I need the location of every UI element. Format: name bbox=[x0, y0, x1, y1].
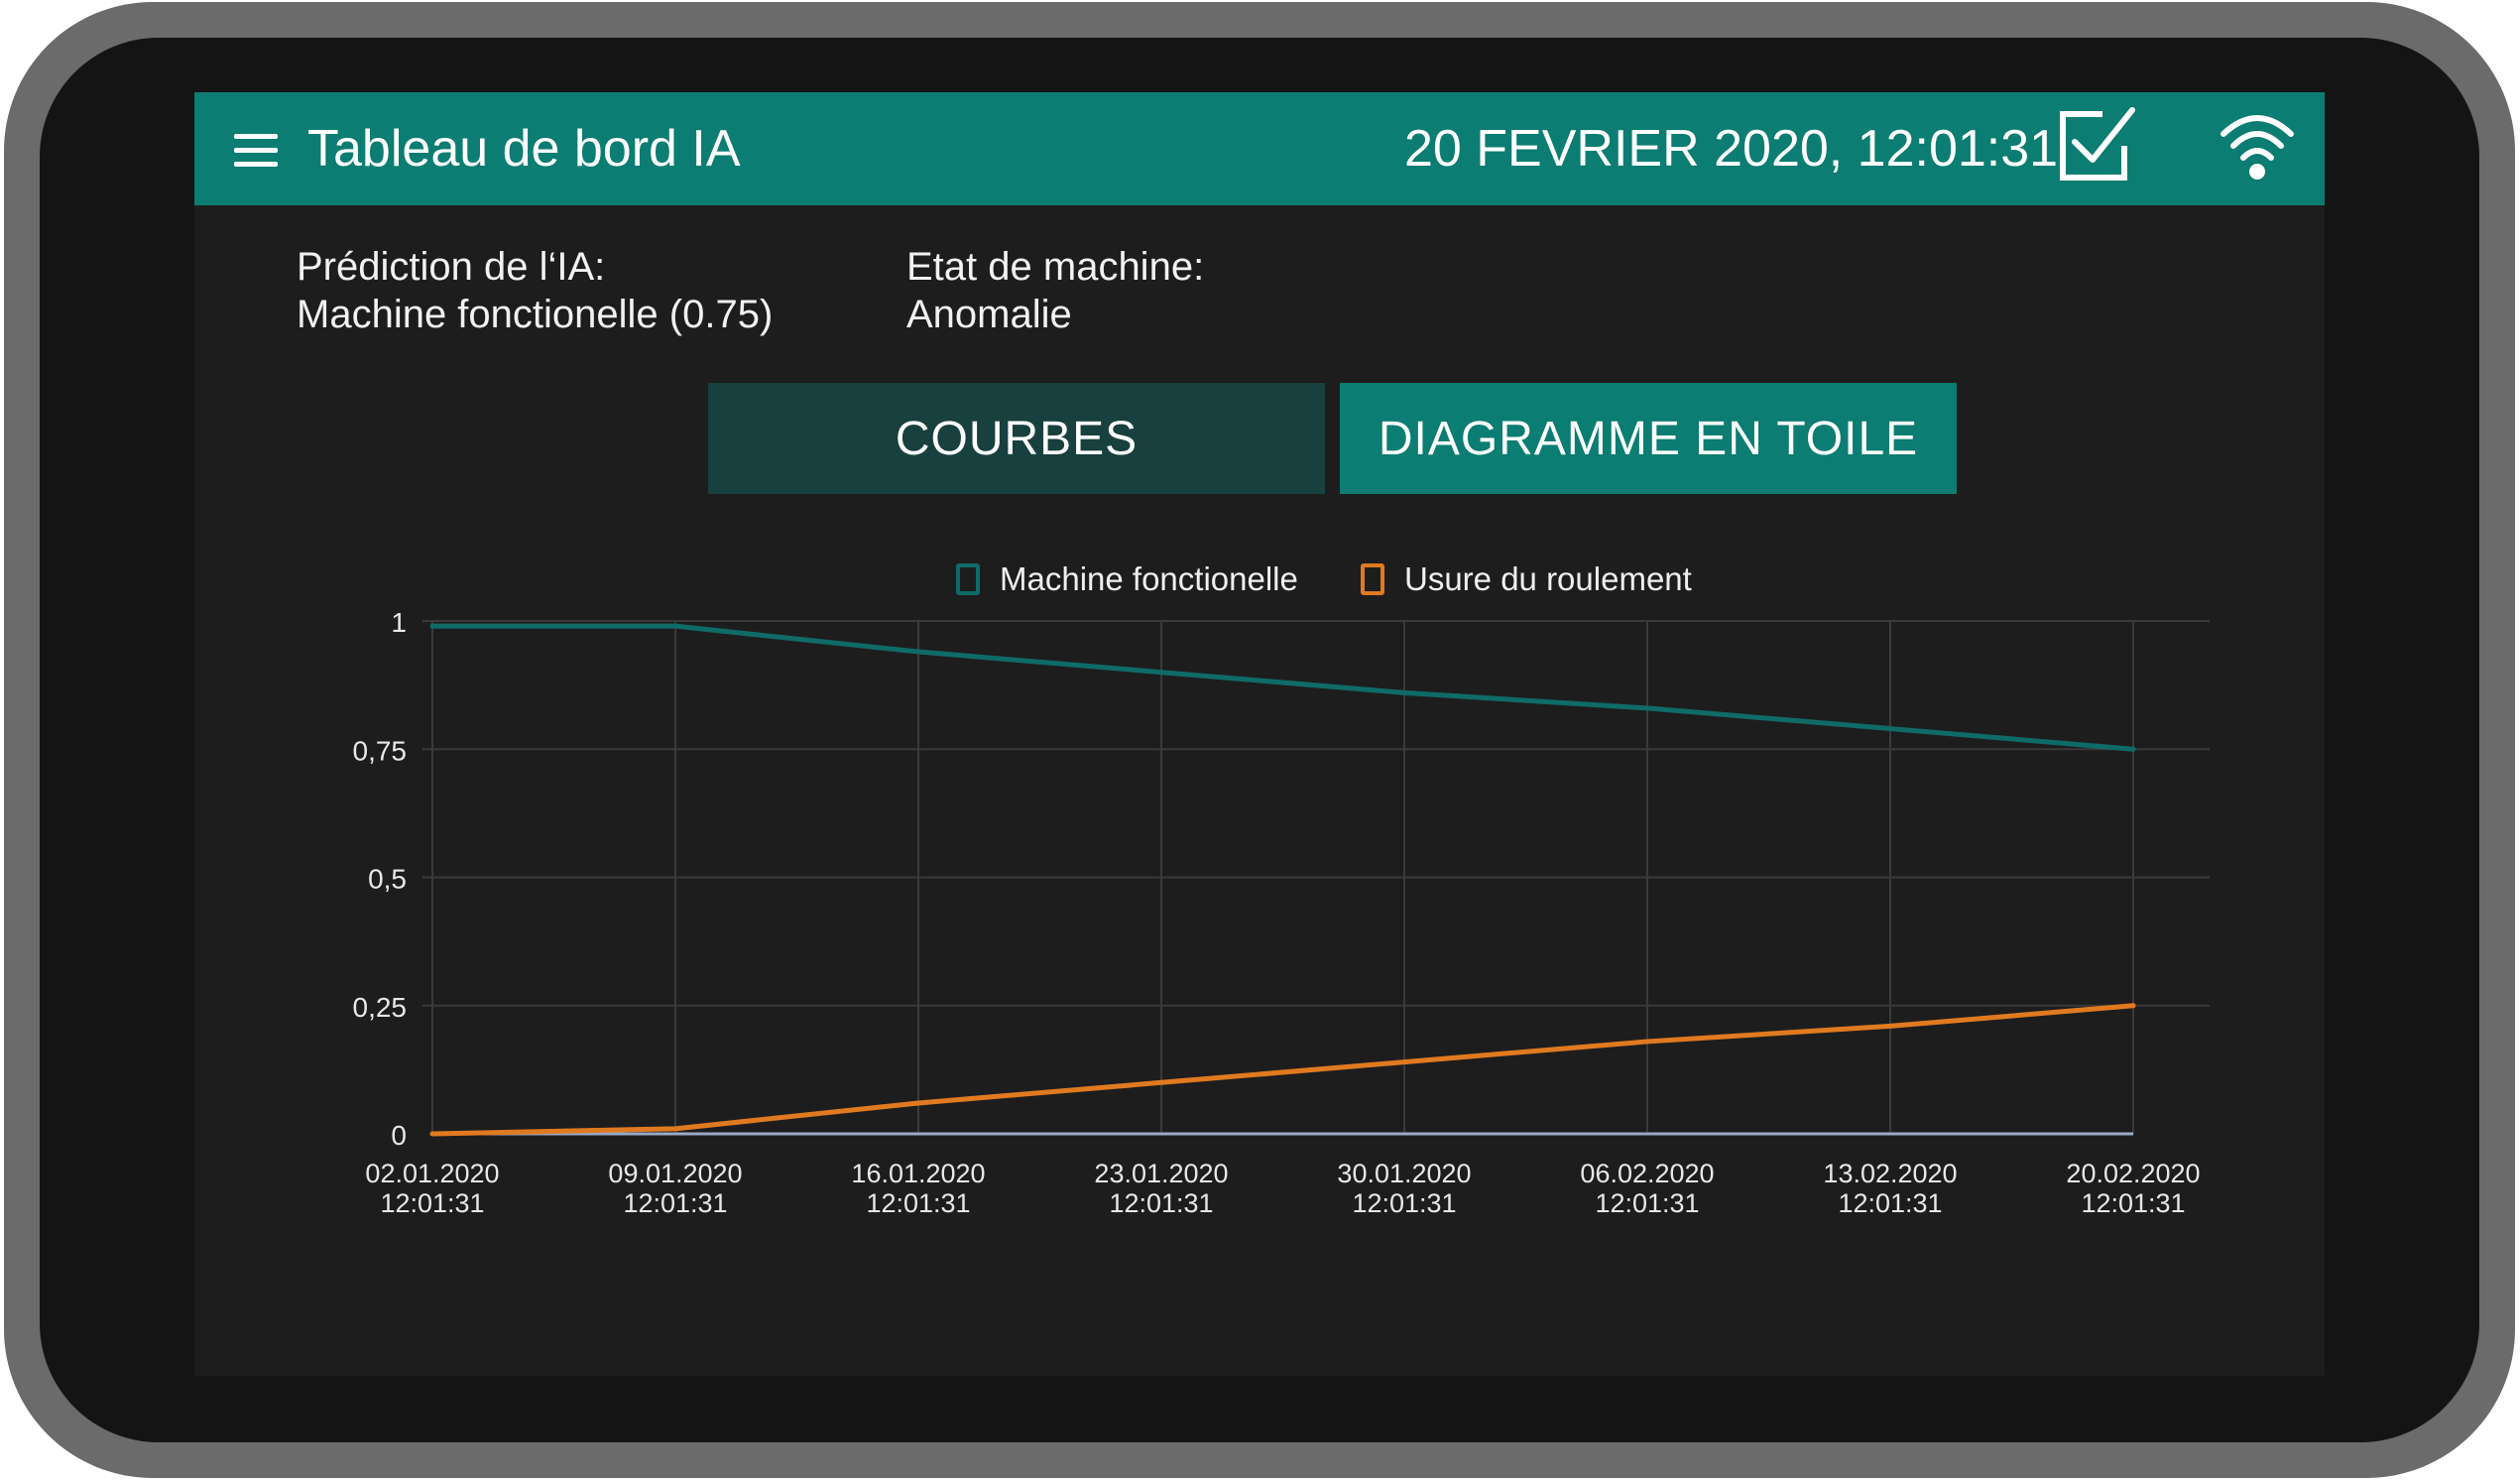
data-point-machine-2 bbox=[915, 649, 921, 655]
tab-diagramme-en-toile[interactable]: DIAGRAMME EN TOILE bbox=[1340, 383, 1957, 494]
checkbox-check-icon[interactable] bbox=[2053, 102, 2138, 187]
legend-item-machine[interactable]: Machine fonctionelle bbox=[956, 556, 1298, 602]
x-tick-date-4: 30.01.2020 bbox=[1337, 1159, 1471, 1188]
x-tick-date-6: 13.02.2020 bbox=[1823, 1159, 1957, 1188]
y-tick-label-0: 0 bbox=[391, 1120, 407, 1151]
data-point-usure-6 bbox=[1887, 1023, 1893, 1029]
x-tick-time-5: 12:01:31 bbox=[1595, 1188, 1699, 1218]
x-tick-time-7: 12:01:31 bbox=[2081, 1188, 2185, 1218]
data-point-usure-4 bbox=[1401, 1059, 1407, 1065]
legend-item-usure[interactable]: Usure du roulement bbox=[1361, 556, 1692, 602]
x-tick-date-1: 09.01.2020 bbox=[608, 1159, 742, 1188]
legend-label-machine: Machine fonctionelle bbox=[1000, 560, 1298, 597]
y-tick-label-2: 0,5 bbox=[368, 864, 407, 895]
dashboard-screen: Tableau de bord IA 20 FEVRIER 2020, 12:0… bbox=[194, 92, 2325, 1376]
x-tick-time-0: 12:01:31 bbox=[380, 1188, 484, 1218]
line-chart: 00,250,50,75102.01.202012:01:3109.01.202… bbox=[353, 607, 2210, 1218]
data-point-usure-1 bbox=[672, 1126, 678, 1132]
series-line-machine bbox=[429, 623, 2136, 752]
prediction-value: Machine fonctionelle (0.75) bbox=[297, 293, 774, 336]
current-datetime: 20 FEVRIER 2020, 12:01:31 bbox=[1404, 120, 2059, 178]
prediction-label: Prédiction de l‘IA: bbox=[297, 245, 606, 289]
data-point-usure-3 bbox=[1158, 1079, 1164, 1085]
x-tick-time-1: 12:01:31 bbox=[623, 1188, 727, 1218]
x-tick-date-2: 16.01.2020 bbox=[851, 1159, 985, 1188]
x-tick-time-6: 12:01:31 bbox=[1838, 1188, 1942, 1218]
data-point-machine-6 bbox=[1887, 726, 1893, 732]
legend-swatch-machine bbox=[956, 563, 980, 595]
data-point-machine-1 bbox=[672, 623, 678, 629]
top-app-bar: Tableau de bord IA 20 FEVRIER 2020, 12:0… bbox=[194, 92, 2325, 205]
data-point-machine-3 bbox=[1158, 670, 1164, 676]
machine-state-value: Anomalie bbox=[906, 293, 1072, 336]
series-line-usure bbox=[429, 1003, 2136, 1137]
legend-label-usure: Usure du roulement bbox=[1404, 560, 1692, 597]
y-tick-label-1: 0,25 bbox=[353, 992, 408, 1023]
x-tick-date-7: 20.02.2020 bbox=[2066, 1159, 2200, 1188]
data-point-machine-4 bbox=[1401, 689, 1407, 695]
x-tick-date-3: 23.01.2020 bbox=[1094, 1159, 1228, 1188]
wifi-icon[interactable] bbox=[2218, 106, 2297, 185]
data-point-usure-2 bbox=[915, 1100, 921, 1106]
app-title: Tableau de bord IA bbox=[307, 120, 741, 178]
x-tick-time-2: 12:01:31 bbox=[866, 1188, 970, 1218]
x-tick-date-0: 02.01.2020 bbox=[365, 1159, 499, 1188]
menu-icon[interactable] bbox=[234, 134, 278, 168]
data-point-machine-0 bbox=[429, 623, 435, 629]
data-point-usure-7 bbox=[2130, 1003, 2136, 1009]
data-point-machine-7 bbox=[2130, 746, 2136, 752]
data-point-usure-0 bbox=[429, 1131, 435, 1137]
x-tick-date-5: 06.02.2020 bbox=[1580, 1159, 1714, 1188]
legend-swatch-usure bbox=[1361, 563, 1384, 595]
y-tick-label-3: 0,75 bbox=[353, 735, 408, 766]
data-point-usure-5 bbox=[1644, 1039, 1650, 1045]
data-point-machine-5 bbox=[1644, 705, 1650, 711]
x-tick-time-3: 12:01:31 bbox=[1109, 1188, 1213, 1218]
y-tick-label-4: 1 bbox=[391, 607, 407, 638]
machine-state-label: Etat de machine: bbox=[906, 245, 1205, 289]
x-tick-time-4: 12:01:31 bbox=[1352, 1188, 1456, 1218]
tab-courbes[interactable]: COURBES bbox=[708, 383, 1325, 494]
